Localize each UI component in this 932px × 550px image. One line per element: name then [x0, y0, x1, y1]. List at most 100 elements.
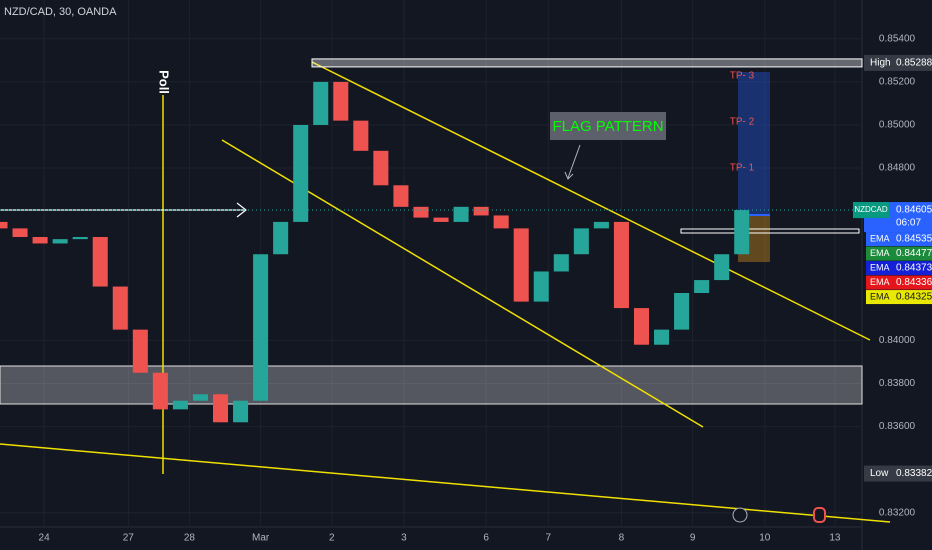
x-tick-label: 7 — [545, 533, 551, 544]
candle-body — [92, 236, 108, 287]
ema-value: 0.84336 — [896, 277, 932, 288]
candle-body — [513, 228, 529, 302]
trend-line — [311, 61, 871, 341]
ema-bg — [866, 290, 932, 305]
candle-body — [112, 286, 128, 330]
flag-label-bg — [550, 112, 666, 140]
axis: 0.85400 0.85200 0.85000 0.84800 0.84000 0.838… — [39, 33, 932, 544]
x-tick-label: 9 — [690, 533, 696, 544]
poll-label: Poll — [157, 70, 172, 94]
ema-name: EMA — [870, 277, 890, 287]
x-tick-label: 2 — [329, 533, 335, 544]
high-value: 0.85288 — [896, 58, 932, 69]
tp-label: TP- 1 — [730, 163, 755, 174]
candle-body — [654, 329, 670, 345]
y-tick-label: 0.84000 — [879, 335, 916, 346]
low-label-bg — [864, 465, 932, 482]
candle-body — [453, 206, 469, 222]
candle-body — [313, 81, 329, 125]
high-label-bg — [864, 54, 932, 71]
ema-name: EMA — [870, 291, 890, 301]
candle-body — [293, 124, 309, 222]
chart-title: NZD/CAD, 30, OANDA — [4, 6, 117, 18]
candle-body — [493, 215, 509, 229]
high-name: High — [870, 58, 891, 69]
candle-body — [72, 236, 88, 240]
x-tick-label: 10 — [759, 533, 771, 544]
candle-body — [473, 206, 489, 216]
y-tick-label: 0.85000 — [879, 120, 916, 131]
callout-line — [567, 144, 581, 179]
x-tick-label: 27 — [123, 533, 135, 544]
tp-label: TP- 2 — [730, 117, 755, 128]
ema-bg — [866, 275, 932, 290]
symbol-bg — [853, 202, 889, 219]
resistance-box — [680, 228, 860, 234]
ema-name: EMA — [870, 248, 890, 258]
x-tick-label: 6 — [483, 533, 489, 544]
candle-body — [333, 81, 349, 121]
event-icon[interactable] — [732, 507, 748, 523]
x-tick-label: Mar — [252, 533, 270, 544]
y-tick-label: 0.85400 — [879, 33, 916, 44]
candle-body — [573, 228, 589, 255]
ema-value: 0.84535 — [896, 234, 932, 245]
candle-body — [373, 150, 389, 186]
ema-name: EMA — [870, 262, 890, 272]
candle-body — [52, 239, 68, 244]
candle-body — [353, 120, 369, 151]
candle-body — [593, 221, 609, 229]
candle-body — [633, 308, 650, 345]
event-icon[interactable] — [813, 507, 826, 523]
target-zone — [738, 72, 770, 215]
y-tick-label: 0.83800 — [879, 378, 916, 389]
x-tick-label: 3 — [401, 533, 407, 544]
y-tick-label: 0.83600 — [879, 421, 916, 432]
ema-bg — [866, 261, 932, 276]
arrow-head — [236, 202, 247, 218]
candle-body — [433, 217, 449, 222]
last-price: 0.84605 — [896, 205, 932, 216]
candle-body — [273, 221, 289, 255]
candle-body — [192, 394, 208, 401]
candle-body — [553, 254, 569, 272]
ema-value: 0.84325 — [896, 292, 932, 303]
candle-body — [12, 228, 28, 237]
x-tick-label: 28 — [184, 533, 196, 544]
high-line — [311, 58, 863, 68]
low-name: Low — [870, 468, 889, 479]
candle-body — [212, 394, 229, 423]
callout-head — [564, 171, 574, 180]
ema-bg — [866, 232, 932, 247]
candle-body — [32, 236, 48, 244]
candle-body — [674, 293, 690, 330]
support-zone — [0, 365, 863, 405]
y-tick-label: 0.85200 — [879, 77, 916, 88]
countdown: 06:07 — [896, 218, 921, 229]
candle-body — [613, 221, 629, 309]
candle-body — [393, 185, 409, 207]
low-value: 0.83382 — [896, 468, 932, 479]
candle-body — [233, 400, 249, 423]
ema-bg — [866, 246, 932, 261]
symbol: NZDCAD — [854, 205, 888, 214]
candle-body — [172, 400, 188, 410]
candle-body — [694, 280, 710, 294]
candles — [0, 58, 863, 423]
ema-value: 0.84373 — [896, 263, 932, 274]
candle-body — [152, 372, 168, 410]
x-tick-label: 13 — [829, 533, 841, 544]
y-tick-label: 0.83200 — [879, 507, 916, 518]
candle-body — [734, 210, 750, 255]
y-tick-label: 0.84800 — [879, 163, 916, 174]
candle-body — [714, 254, 730, 281]
candle-body — [132, 329, 148, 373]
tp-label: TP- 3 — [730, 71, 755, 82]
candle-body — [0, 221, 8, 229]
candle-body — [533, 271, 549, 302]
ema-value: 0.84477 — [896, 248, 932, 259]
candle-body — [413, 206, 429, 218]
ema-name: EMA — [870, 233, 890, 243]
